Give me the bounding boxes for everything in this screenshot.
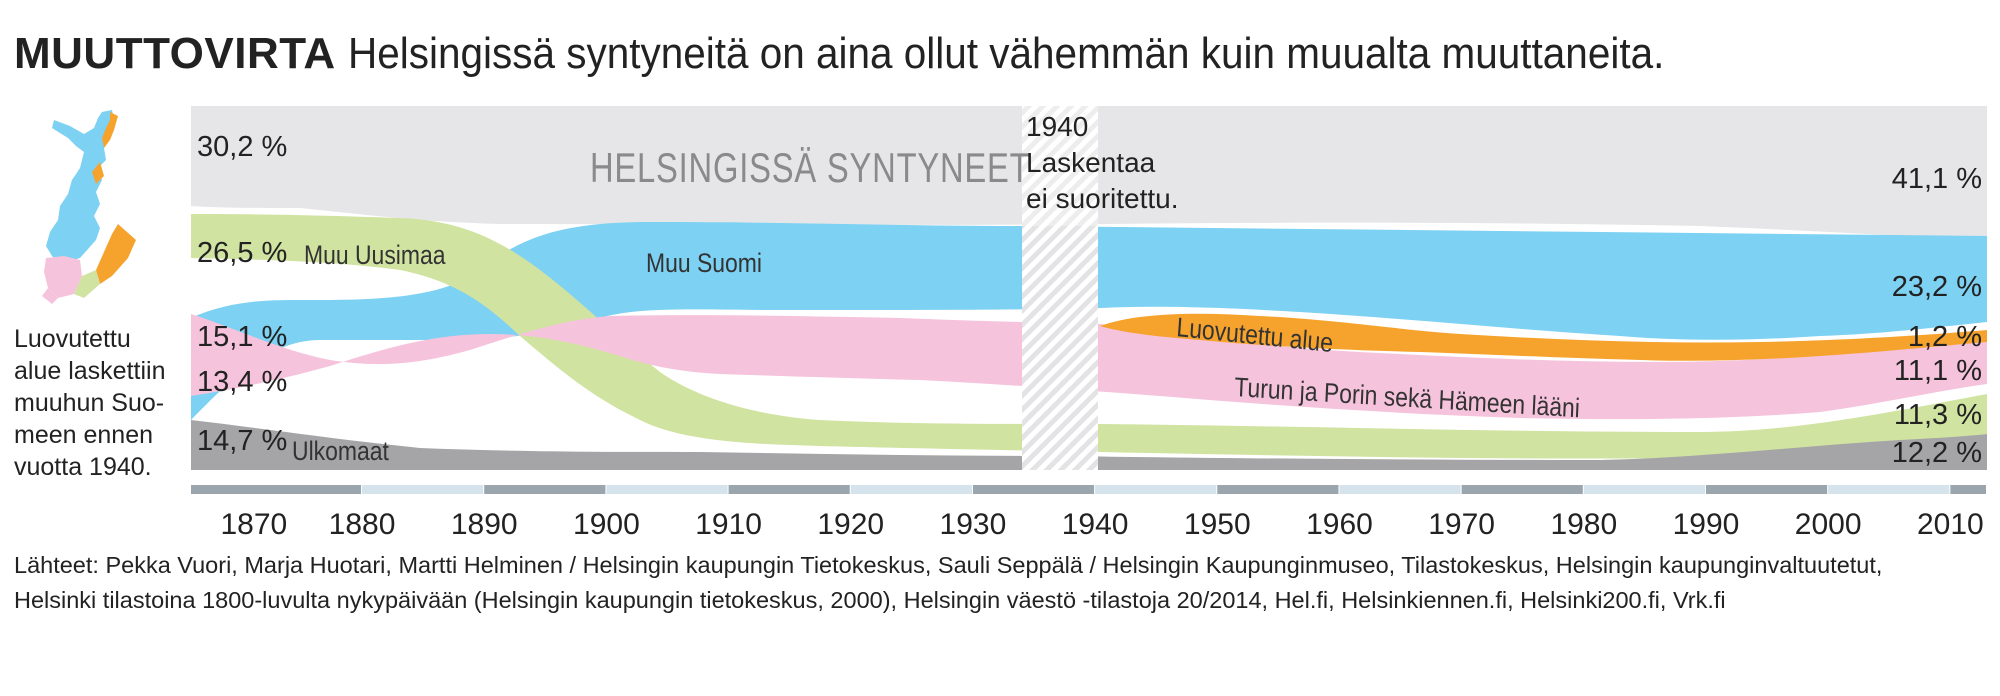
start-label-ulkomaat: 14,7 % [197,425,287,457]
end-label-luovutettu: 1,2 % [1908,321,1982,353]
end-label-muu-suomi: 23,2 % [1892,271,1982,303]
axis-segment [1828,485,1950,494]
title-subtitle: Helsingissä syntyneitä on aina ollut väh… [347,29,1665,78]
axis-segment [1217,485,1339,494]
sources: Lähteet: Pekka Vuori, Marja Huotari, Mar… [14,548,1984,618]
band-muu-uusimaa [191,214,1987,459]
x-tick-label: 1940 [1062,508,1129,540]
x-axis: 1870 1880 1890 1900 1910 1920 1930 1940 1950 1960… [191,485,1986,540]
x-tick-label: 1910 [695,508,762,540]
note-line: Luovutettu [14,325,131,353]
x-tick-label: 1980 [1550,508,1617,540]
start-label-turku-pori-hame: 15,1 % [197,321,287,353]
axis-segment [1095,485,1217,494]
gap-note-line3: ei suoritettu. [1026,183,1179,214]
title-bold: MUUTTOVIRTA [14,29,336,78]
note-line: alue laskettiin [14,357,166,385]
x-tick-label: 1950 [1184,508,1251,540]
migration-flow-chart: HELSINGISSÄ SYNTYNEET Muu Uusimaa Muu Su… [191,106,1987,540]
x-tick-label: 1970 [1428,508,1495,540]
axis-segment [1950,485,1986,494]
label-muu-suomi: Muu Suomi [646,248,762,278]
end-label-muu-uusimaa: 11,3 % [1894,399,1982,431]
axis-segment [1461,485,1583,494]
axis-segment [191,485,362,494]
ceded-area-note: Luovutettu alue laskettiin muuhun Suo- m… [14,323,174,483]
x-tick-label: 1900 [573,508,640,540]
band-ulkomaat [191,420,1987,470]
x-tick-label: 1960 [1306,508,1373,540]
x-tick-label: 1920 [817,508,884,540]
sources-line2: Helsinki tilastoina 1800-luvulta nykypäi… [14,587,1726,613]
axis-segment [728,485,850,494]
x-tick-label: 2010 [1917,508,1984,540]
sources-line1: Lähteet: Pekka Vuori, Marja Huotari, Mar… [14,552,1883,578]
end-label-ulkomaat: 12,2 % [1892,437,1982,469]
label-muu-uusimaa: Muu Uusimaa [304,240,446,270]
chart-title: MUUTTOVIRTA Helsingissä syntyneitä on ai… [14,28,1779,80]
axis-segment [850,485,972,494]
x-tick-label: 1880 [329,508,396,540]
start-label-muu-suomi: 13,4 % [197,366,287,398]
start-label-helsinki: 30,2 % [197,131,287,163]
axis-segment [362,485,484,494]
label-helsinki: HELSINGISSÄ SYNTYNEET [590,144,1030,191]
axis-segment [484,485,606,494]
axis-segment [1339,485,1461,494]
x-tick-label: 1890 [451,508,518,540]
label-ulkomaat: Ulkomaat [292,436,389,466]
x-tick-label: 1990 [1673,508,1740,540]
band-muu-suomi [191,222,1987,420]
note-line: vuotta 1940. [14,453,152,481]
axis-segment [606,485,728,494]
end-label-helsinki: 41,1 % [1892,163,1982,195]
axis-segment [1583,485,1705,494]
band-luovutettu [1100,313,1987,361]
x-tick-label: 2000 [1795,508,1862,540]
axis-segment [972,485,1095,494]
gap-1940-top [1022,106,1098,226]
x-tick-label: 1870 [220,508,287,540]
gap-note-year: 1940 [1026,111,1088,142]
axis-segment [1705,485,1828,494]
gap-1940-hatch [1022,106,1098,470]
end-label-turku-pori-hame: 11,1 % [1894,355,1982,387]
finland-map-icon [42,110,136,304]
start-label-muu-uusimaa: 26,5 % [197,237,287,269]
x-tick-label: 1930 [940,508,1007,540]
gap-note-line2: Laskentaa [1026,147,1156,178]
note-line: muuhun Suo- [14,389,165,417]
note-line: meen ennen [14,421,154,449]
